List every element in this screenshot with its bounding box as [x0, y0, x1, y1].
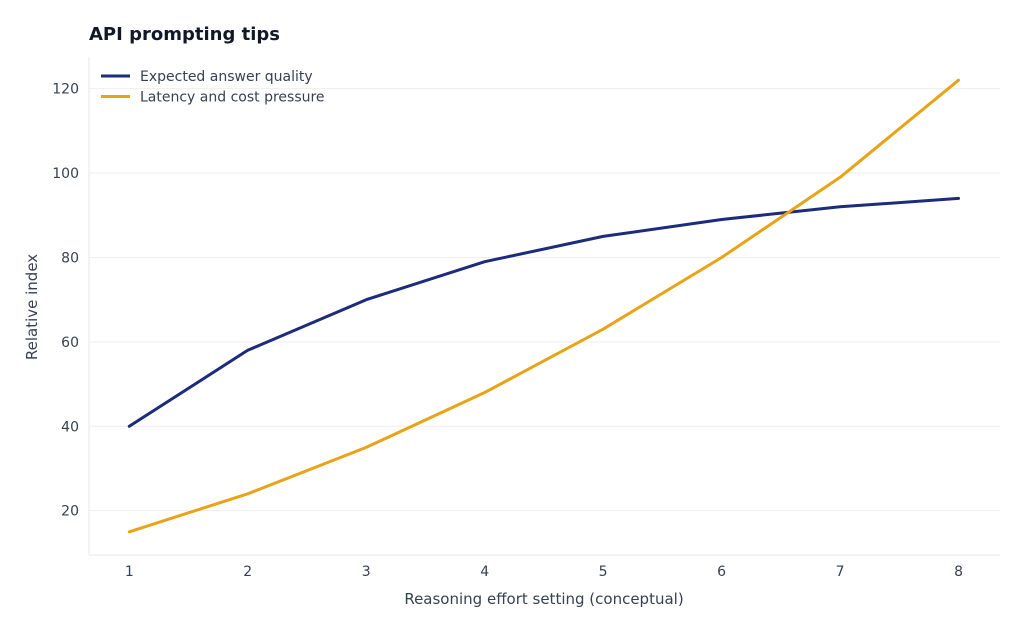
- tick-labels: 20 40 60 80 100 120 1 2 3 4 5 6 7 8: [52, 82, 963, 580]
- x-tick-label: 4: [480, 564, 489, 580]
- legend-label-1: Expected answer quality: [140, 69, 313, 85]
- x-tick-label: 2: [243, 564, 252, 580]
- y-tick-label: 20: [61, 504, 79, 520]
- y-axis-label: Relative index: [23, 254, 41, 360]
- chart-title: API prompting tips: [89, 24, 280, 45]
- legend: Expected answer quality Latency and cost …: [101, 69, 325, 106]
- y-tick-label: 100: [52, 166, 79, 182]
- x-tick-label: 1: [125, 564, 134, 580]
- y-tick-label: 120: [52, 82, 79, 98]
- y-tick-label: 40: [61, 419, 79, 435]
- y-tick-label: 80: [61, 250, 79, 266]
- legend-label-2: Latency and cost pressure: [140, 90, 325, 106]
- x-tick-label: 5: [599, 564, 608, 580]
- x-tick-label: 8: [954, 564, 963, 580]
- series-line-1: [127, 196, 960, 428]
- x-axis-label: Reasoning effort setting (conceptual): [404, 590, 683, 608]
- series-lines: [127, 78, 960, 534]
- series-line-2: [127, 78, 960, 534]
- y-tick-label: 60: [61, 335, 79, 351]
- x-tick-label: 6: [717, 564, 726, 580]
- x-tick-label: 7: [836, 564, 845, 580]
- x-tick-label: 3: [362, 564, 371, 580]
- axes: [88, 57, 1000, 556]
- grid-lines: [89, 88, 1000, 512]
